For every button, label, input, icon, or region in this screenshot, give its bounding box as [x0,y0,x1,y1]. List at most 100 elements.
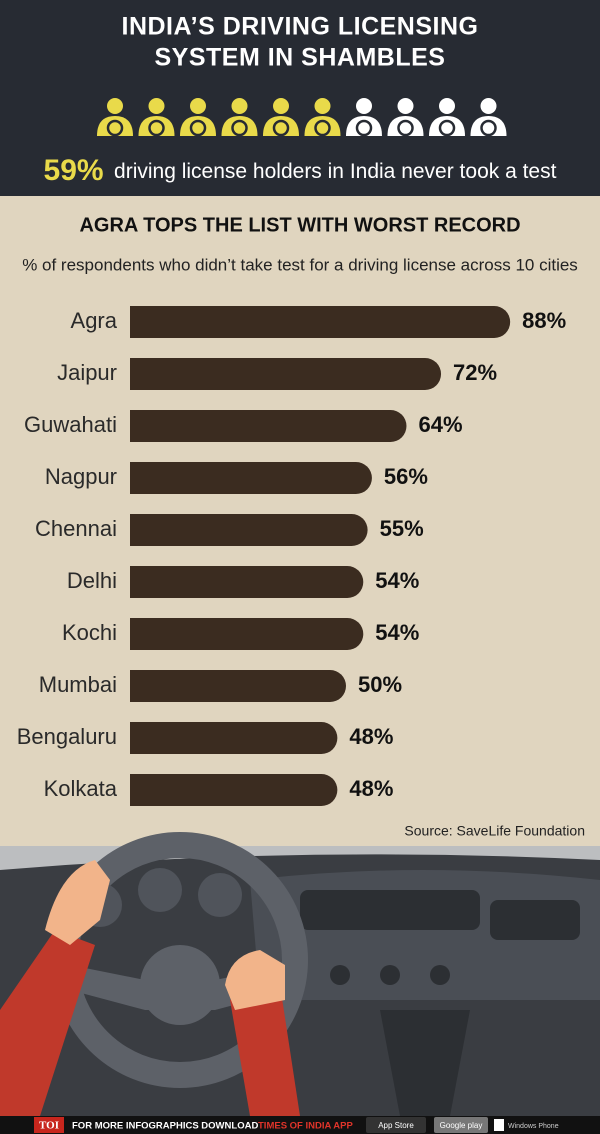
category-label: Jaipur [57,360,117,385]
badge-label[interactable]: Google play [440,1121,483,1130]
icon-body [346,116,382,136]
icon-head [190,98,206,114]
chart-title: AGRA TOPS THE LIST WITH WORST RECORD [79,214,520,236]
category-label: Chennai [35,516,117,541]
value-label: 64% [418,412,462,437]
category-label: Guwahati [24,412,117,437]
icon-wheel [397,119,414,137]
person-icon [221,98,258,137]
car-scene [0,832,600,1116]
bar [130,306,511,338]
icon-body [470,116,507,136]
footer-app: TIMES OF INDIA APP [258,1121,353,1132]
icon-head [356,98,372,114]
person-icon [346,98,382,137]
vent [490,900,580,940]
bar [130,618,364,650]
knob [380,965,400,985]
icon-head [480,98,497,114]
right-arm [230,985,300,1116]
icon-body [429,116,465,136]
knob [330,965,350,985]
icon-wheel [189,119,207,137]
icon-head [397,98,414,114]
category-label: Mumbai [39,672,117,697]
vent [300,890,480,930]
left-hand [45,860,110,945]
value-label: 72% [453,360,497,385]
value-label: 48% [349,724,393,749]
icon-body [263,116,299,136]
value-label: 56% [384,464,428,489]
icon-wheel [106,119,124,137]
icon-wheel [314,119,331,137]
icon-body [138,116,175,136]
brand: TOI [39,1120,59,1132]
icon-body [387,116,424,136]
person-icon [97,98,133,137]
brand-box [34,1117,64,1133]
badge-icon [494,1119,504,1131]
bar [130,774,338,806]
icon-wheel [272,119,290,137]
bar [130,566,364,598]
icon-body [97,116,133,136]
left-arm [0,930,95,1116]
icon-body [304,116,341,136]
bar [130,358,442,390]
category-label: Kochi [62,620,117,645]
footer-prompt: FOR MORE INFOGRAPHICS DOWNLOAD [72,1121,258,1132]
category-label: Nagpur [45,464,117,489]
gear-panel [380,1010,470,1116]
value-label: 54% [375,620,419,645]
header-background [0,0,600,196]
bar [130,722,338,754]
badge-label[interactable]: Windows Phone [508,1123,559,1130]
bar [130,514,368,546]
source: Source: SaveLife Foundation [404,823,585,839]
gauge [138,868,182,912]
person-icon [180,98,216,137]
chart-subtitle: % of respondents who didn’t take test fo… [22,255,578,274]
icon-head [231,98,248,114]
person-icon [263,98,299,137]
category-label: Agra [71,308,118,333]
stat-text: driving license holders in India never t… [114,160,557,183]
person-icon [304,98,341,137]
category-label: Bengaluru [17,724,117,749]
title-line: INDIA’S DRIVING LICENSING [122,13,479,41]
person-icon [138,98,175,137]
icon-wheel [231,119,248,137]
value-label: 48% [349,776,393,801]
bar-chart: Agra 88% Jaipur 72% Guwahati 64% Nagpur 56% Chen… [17,306,566,806]
icon-head [273,98,289,114]
stat-line: 59% driving license holders in India nev… [44,154,557,187]
bar [130,410,407,442]
badge[interactable] [366,1117,426,1133]
person-icon [387,98,424,137]
title-line: SYSTEM IN SHAMBLES [155,44,446,72]
value-label: 54% [375,568,419,593]
gauge [198,873,242,917]
icon-row [97,98,507,137]
value-label: 55% [380,516,424,541]
badge[interactable] [434,1117,488,1133]
icon-body [221,116,258,136]
icon-head [107,98,123,114]
right-hand [225,950,285,1010]
person-icon [470,98,507,137]
badge-label[interactable]: App Store [378,1121,414,1130]
bar [130,670,346,702]
icon-head [314,98,331,114]
icon-head [439,98,455,114]
bar [130,462,372,494]
icon-head [148,98,165,114]
icon-body [180,116,216,136]
icon-wheel [480,119,497,137]
knob [430,965,450,985]
icon-wheel [355,119,373,137]
category-label: Delhi [67,568,117,593]
category-label: Kolkata [44,776,118,801]
value-label: 88% [522,308,566,333]
